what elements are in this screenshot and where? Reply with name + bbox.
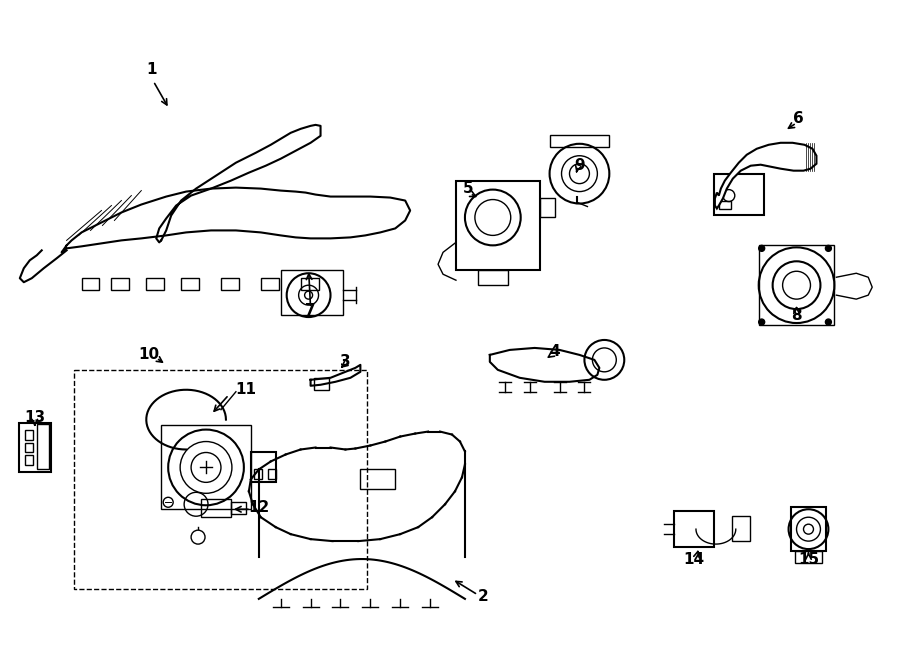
Circle shape — [759, 245, 765, 251]
Text: 5: 5 — [463, 181, 473, 196]
Text: 8: 8 — [791, 307, 802, 323]
Bar — [251, 453, 275, 483]
Bar — [201, 499, 231, 517]
Text: 12: 12 — [248, 500, 269, 515]
Bar — [268, 469, 275, 479]
Bar — [478, 270, 508, 285]
Bar — [231, 502, 246, 514]
Bar — [759, 245, 834, 325]
Bar — [25, 430, 32, 440]
Circle shape — [825, 245, 832, 251]
Bar — [456, 180, 540, 270]
Text: 10: 10 — [139, 348, 160, 362]
Bar — [795, 551, 823, 563]
Text: 2: 2 — [478, 590, 488, 604]
Text: 9: 9 — [574, 158, 585, 173]
Bar — [161, 424, 251, 509]
Circle shape — [825, 319, 832, 325]
Text: 15: 15 — [798, 551, 819, 566]
Text: 3: 3 — [340, 354, 351, 369]
Bar — [674, 511, 714, 547]
Bar — [714, 174, 764, 215]
Circle shape — [759, 319, 765, 325]
Bar — [25, 442, 32, 453]
Text: 6: 6 — [793, 112, 804, 126]
Bar — [540, 198, 554, 217]
Text: 4: 4 — [549, 344, 560, 360]
Bar — [19, 422, 50, 473]
Text: 11: 11 — [236, 382, 256, 397]
Bar — [360, 469, 395, 489]
Text: 14: 14 — [683, 551, 705, 566]
Bar — [313, 378, 328, 390]
Text: 7: 7 — [305, 303, 316, 317]
Bar — [25, 455, 32, 465]
Bar — [37, 424, 49, 469]
Bar — [732, 516, 750, 541]
Bar — [550, 135, 609, 147]
Bar — [254, 469, 262, 479]
Bar — [790, 507, 826, 551]
Text: 1: 1 — [146, 61, 157, 77]
Bar — [719, 200, 731, 208]
Text: 13: 13 — [24, 410, 45, 425]
Polygon shape — [715, 143, 816, 208]
